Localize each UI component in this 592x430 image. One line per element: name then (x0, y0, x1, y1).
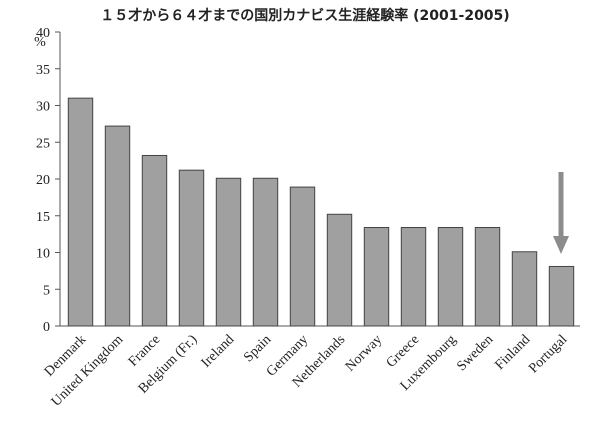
bar (178, 169, 205, 327)
y-unit-label: % (34, 35, 46, 50)
bar (104, 125, 131, 327)
bar (67, 97, 94, 327)
bar (400, 227, 427, 327)
x-tick-label: Spain (241, 332, 274, 365)
bar (326, 213, 353, 327)
y-tick-label: 0 (43, 320, 50, 335)
y-tick-label: 10 (36, 247, 50, 262)
bar (215, 177, 242, 327)
bar (511, 251, 538, 327)
bar (141, 154, 168, 327)
bar (363, 227, 390, 327)
y-tick-label: 30 (36, 100, 50, 115)
bar (289, 186, 316, 327)
bar (437, 227, 464, 327)
y-tick-label: 25 (36, 136, 50, 151)
bar (548, 265, 575, 327)
y-tick-label: 5 (43, 283, 50, 298)
bar (474, 227, 501, 327)
x-tick-label: Portugal (526, 332, 570, 376)
y-tick-label: 40 (36, 26, 50, 41)
y-tick-label: 35 (36, 63, 50, 78)
y-tick-label: 20 (36, 173, 50, 188)
arrow-annotation (553, 172, 569, 254)
x-tick-label: Sweden (454, 332, 496, 374)
bar (252, 177, 279, 327)
chart-title: １５才から６４才までの国別カナビス生涯経験率 (2001-2005) (100, 7, 509, 24)
y-tick-label: 15 (36, 210, 50, 225)
x-tick-label: Norway (343, 332, 386, 375)
x-tick-label: Ireland (199, 332, 238, 371)
